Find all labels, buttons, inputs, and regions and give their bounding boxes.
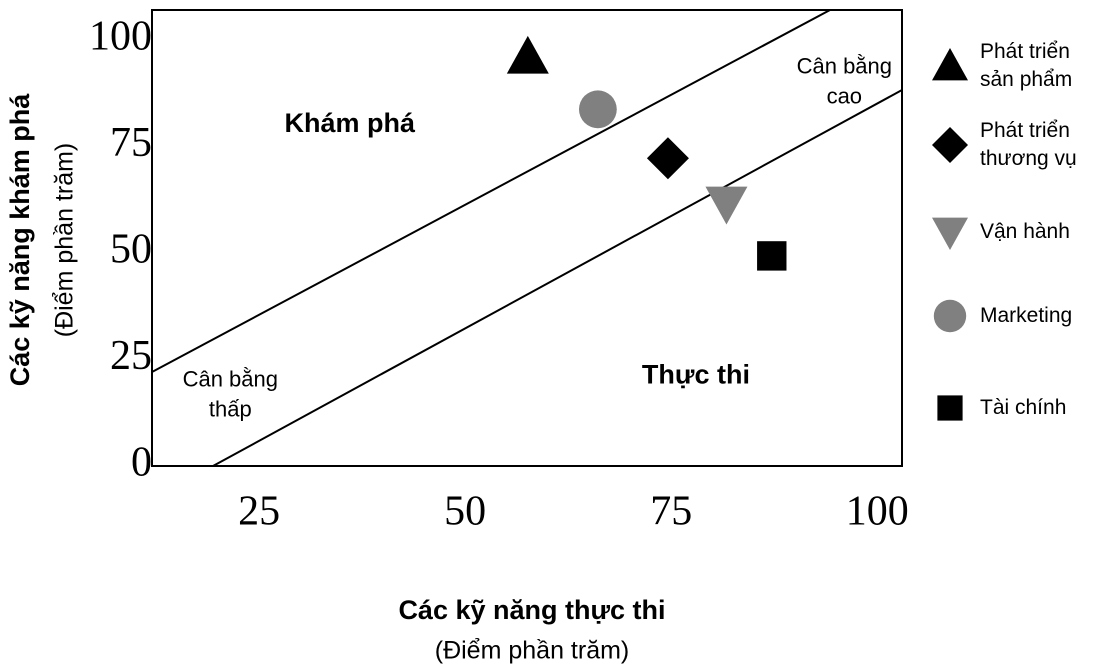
annotation: Cân bằng (183, 366, 278, 391)
legend-label: Marketing (980, 304, 1073, 327)
y-tick-label: 25 (110, 333, 152, 379)
legend-label: Phát triển sản phẩm (980, 40, 1073, 91)
divider-line (212, 89, 903, 467)
x-tick-label: 50 (444, 489, 486, 535)
legend-marker (937, 395, 963, 421)
y-tick-label: 100 (89, 13, 152, 59)
marker (757, 241, 787, 271)
x-tick-label: 25 (238, 489, 280, 535)
y-axis-subtitle: (Điểm phần trăm) (51, 143, 79, 338)
marker (506, 35, 549, 74)
x-tick-label: 75 (650, 489, 692, 535)
marker (705, 186, 748, 225)
x-tick-label: 100 (846, 489, 909, 535)
y-tick-label: 75 (110, 120, 152, 166)
legend-label: Vận hành (980, 220, 1070, 243)
legend-marker (933, 299, 967, 333)
x-axis-subtitle: (Điểm phần trăm) (435, 637, 630, 665)
y-tick-label: 0 (131, 440, 152, 486)
legend-marker (932, 48, 968, 81)
annotation: Cân bằng (797, 53, 892, 78)
legend-label: Phát triển thương vụ (980, 119, 1077, 170)
annotation: Khám phá (285, 108, 417, 138)
legend-marker (932, 127, 968, 163)
divider-line (151, 9, 831, 373)
x-axis-title: Các kỹ năng thực thi (398, 595, 665, 625)
plot-frame (151, 9, 903, 467)
legend-label: Tài chính (980, 396, 1067, 419)
annotation: Thực thi (642, 360, 750, 390)
y-tick-label: 50 (110, 227, 152, 273)
annotation: thấp (209, 396, 252, 421)
annotation: cao (827, 83, 862, 108)
marker (578, 90, 617, 129)
marker (646, 137, 689, 180)
legend-marker (932, 217, 968, 250)
y-axis-title: Các kỹ năng khám phá (5, 93, 35, 387)
